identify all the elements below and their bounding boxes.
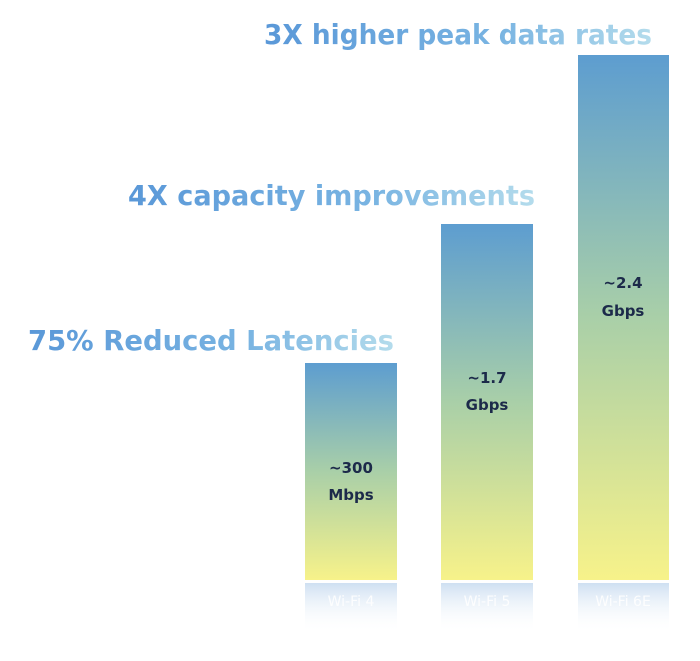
headline: 75% Reduced Latencies — [28, 324, 394, 357]
headline: 3X higher peak data rates — [264, 18, 652, 51]
bar — [441, 224, 533, 580]
bar-reflection — [578, 583, 669, 633]
bar-group: ~1.7 Gbps Wi-Fi 5 — [441, 224, 533, 633]
bar-unit: Gbps — [602, 302, 645, 320]
bar-value: ~2.4 — [603, 274, 642, 292]
bar-group: ~2.4 Gbps Wi-Fi 6E — [578, 55, 669, 633]
bar-group: ~300 Mbps Wi-Fi 4 — [305, 363, 397, 633]
bar-reflection — [305, 583, 397, 633]
bar-unit: Gbps — [466, 396, 509, 414]
category-label: Wi-Fi 6E — [595, 594, 651, 610]
bar-value: ~1.7 — [467, 369, 506, 387]
category-label: Wi-Fi 4 — [328, 594, 375, 610]
category-label: Wi-Fi 5 — [464, 594, 511, 610]
bar — [578, 55, 669, 580]
bar-reflection — [441, 583, 533, 633]
bar — [305, 363, 397, 580]
bar-unit: Mbps — [328, 486, 373, 504]
bar-value: ~300 — [329, 459, 373, 477]
headline: 4X capacity improvements — [128, 179, 535, 212]
